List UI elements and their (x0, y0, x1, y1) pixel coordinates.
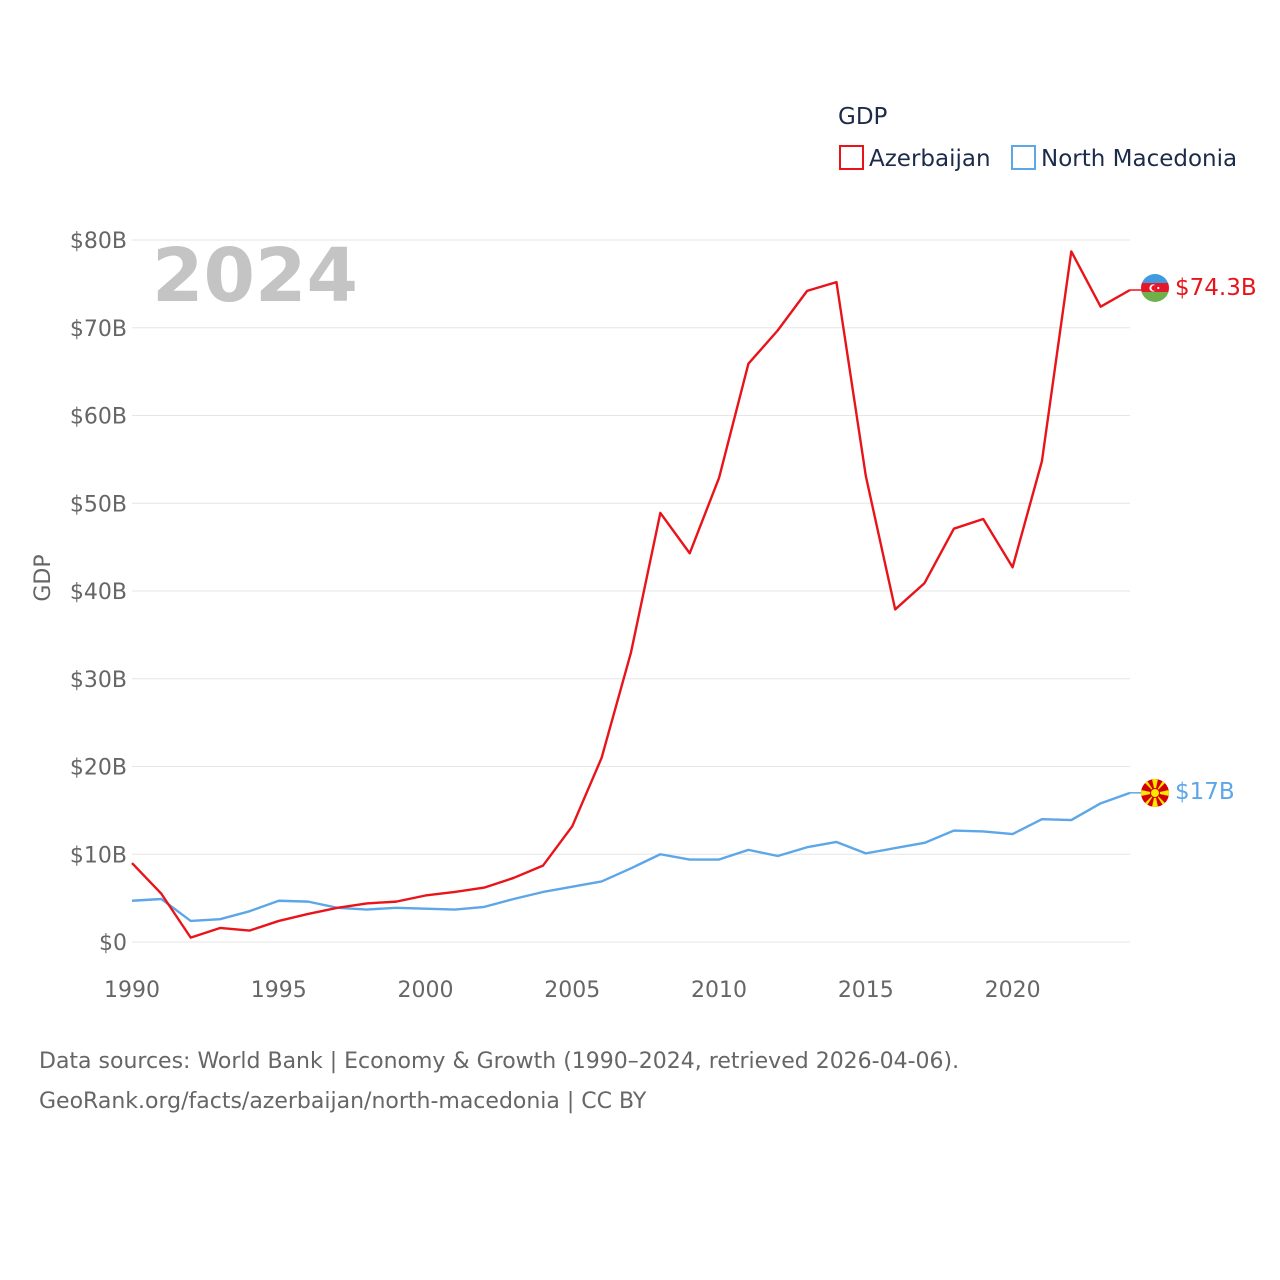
x-tick-label: 2015 (838, 978, 894, 1003)
legend-title: GDP (838, 104, 888, 130)
legend-swatch-north-macedonia (1011, 145, 1036, 170)
x-axis-ticks: 1990 1995 2000 2005 2010 2015 2020 (104, 978, 1041, 1003)
legend-swatch-azerbaijan (839, 145, 864, 170)
y-tick-label: $60B (70, 405, 127, 430)
y-tick-label: $10B (70, 843, 127, 868)
data-source-footer: Data sources: World Bank | Economy & Gro… (39, 1042, 959, 1122)
north-macedonia-flag-icon (1141, 779, 1169, 807)
series-lines (131, 250, 1142, 939)
y-tick-label: $50B (70, 492, 127, 517)
end-label-azerbaijan: $74.3B (1175, 275, 1257, 301)
legend-label-azerbaijan: Azerbaijan (869, 146, 991, 172)
series-line-north-macedonia[interactable] (131, 791, 1131, 923)
y-axis-label: GDP (31, 554, 56, 601)
y-tick-label: $40B (70, 580, 127, 605)
azerbaijan-flag-icon (1141, 274, 1169, 302)
x-tick-label: 2005 (544, 978, 600, 1003)
footer-line-2[interactable]: GeoRank.org/facts/azerbaijan/north-maced… (39, 1089, 647, 1114)
gdp-line-chart: $0$10B$20B$30B$40B$50B$60B$70B$80B 1990 1… (31, 104, 1257, 1003)
x-tick-label: 2000 (398, 978, 454, 1003)
y-tick-label: $70B (70, 317, 127, 342)
legend-item-azerbaijan[interactable]: Azerbaijan (839, 145, 991, 172)
end-label-north-macedonia: $17B (1175, 779, 1235, 805)
y-axis-ticks: $0 $10B $20B $30B $40B $50B $60B $70B $80B (70, 229, 127, 956)
y-tick-label: $20B (70, 756, 127, 781)
legend[interactable]: GDP Azerbaijan North Macedonia (838, 104, 1237, 172)
grid-lines (132, 239, 1130, 943)
x-tick-label: 1990 (104, 978, 160, 1003)
x-tick-label: 2020 (985, 978, 1041, 1003)
legend-label-north-macedonia: North Macedonia (1041, 146, 1237, 172)
y-tick-label: $80B (70, 229, 127, 254)
y-tick-label: $30B (70, 668, 127, 693)
footer-line-1: Data sources: World Bank | Economy & Gro… (39, 1049, 960, 1074)
x-tick-label: 1995 (251, 978, 307, 1003)
legend-item-north-macedonia[interactable]: North Macedonia (1011, 145, 1237, 172)
y-tick-label: $0 (99, 931, 127, 956)
year-label: 2024 (152, 233, 358, 319)
series-line-azerbaijan[interactable] (131, 250, 1131, 939)
x-tick-label: 2010 (691, 978, 747, 1003)
